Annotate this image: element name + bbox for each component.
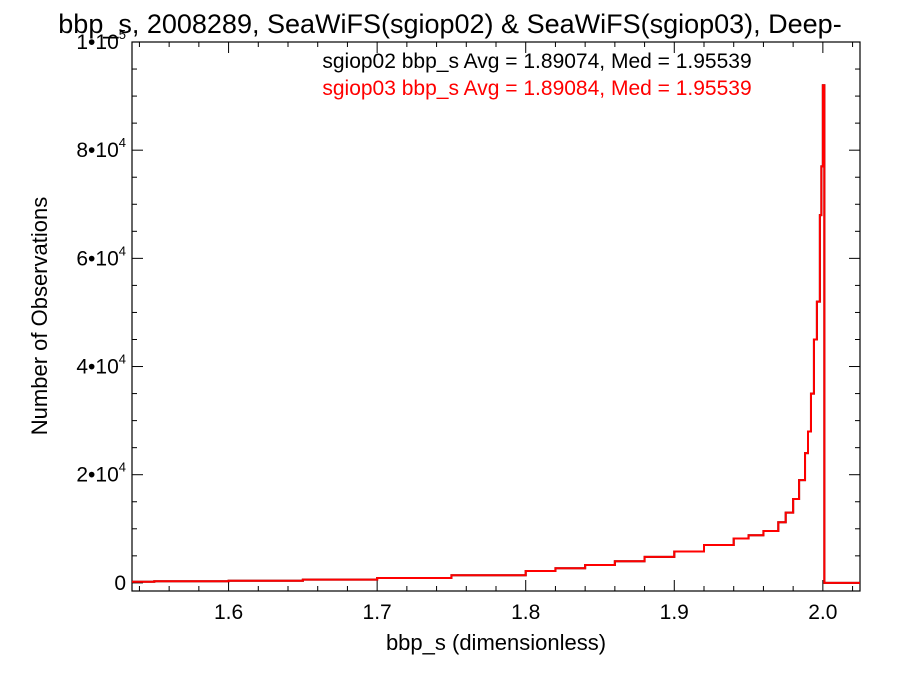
y-tick-exponent: 4 <box>119 243 126 258</box>
series-line-sgiop03 <box>132 84 860 584</box>
x-tick-label: 1.6 <box>214 601 243 624</box>
y-tick-mantissa: 4•10 <box>76 356 118 379</box>
series-line-sgiop02 <box>132 84 860 584</box>
x-axis-label: bbp_s (dimensionless) <box>386 630 606 655</box>
axis-ticks <box>132 41 860 591</box>
y-tick-exponent: 4 <box>119 460 126 475</box>
chart-title: bbp_s, 2008289, SeaWiFS(sgiop02) & SeaWi… <box>58 9 841 39</box>
y-tick-exponent: 4 <box>119 352 126 367</box>
y-tick-exponent: 5 <box>119 27 126 42</box>
x-tick-label: 1.7 <box>363 601 392 624</box>
stat-annotations: sgiop02 bbp_s Avg = 1.89074, Med = 1.955… <box>322 50 751 100</box>
y-axis-label: Number of Observations <box>27 197 52 435</box>
y-tick-mantissa: 2•10 <box>76 464 118 487</box>
stat-annotation: sgiop02 bbp_s Avg = 1.89074, Med = 1.955… <box>322 50 751 73</box>
stat-annotation: sgiop03 bbp_s Avg = 1.89084, Med = 1.955… <box>322 77 751 100</box>
x-tick-label: 1.8 <box>511 601 540 624</box>
y-tick-label: 2•104 <box>76 460 126 487</box>
y-tick-label: 6•104 <box>76 243 126 270</box>
axis-tick-labels: 1.6 1.7 1.8 1.9 2.002•1044•1046•1048•1041•10… <box>76 27 837 624</box>
histogram-series <box>132 84 860 584</box>
y-tick-mantissa: 1•10 <box>76 31 118 54</box>
x-tick-label: 2.0 <box>808 601 837 624</box>
x-tick-label: 1.9 <box>660 601 689 624</box>
y-tick-label: 1•105 <box>76 27 126 54</box>
plot-frame <box>131 41 861 592</box>
y-tick-label: 8•104 <box>76 135 126 162</box>
y-tick-label: 4•104 <box>76 352 126 379</box>
y-tick-mantissa: 6•10 <box>76 247 118 270</box>
y-tick-exponent: 4 <box>119 135 126 150</box>
y-tick-mantissa: 0 <box>114 572 126 595</box>
y-tick-mantissa: 8•10 <box>76 139 118 162</box>
y-tick-label: 0 <box>114 572 126 595</box>
